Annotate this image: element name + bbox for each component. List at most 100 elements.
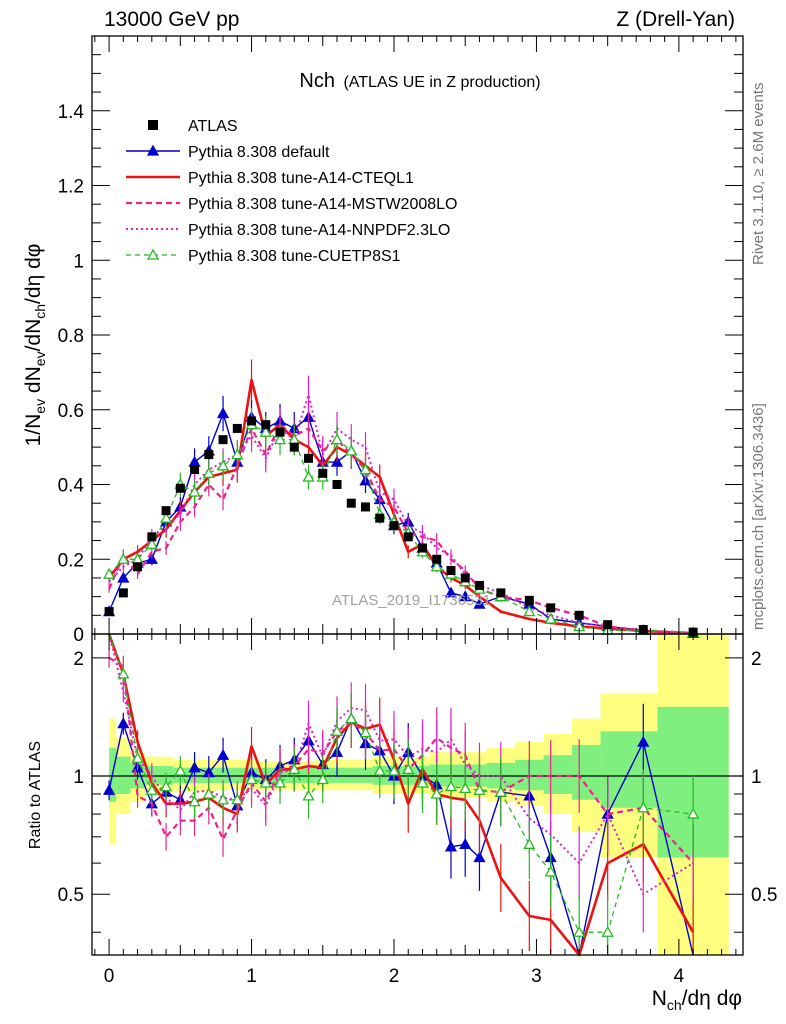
- line-cteql1: [108, 378, 694, 635]
- ratio-point-cuetp8s1: [216, 793, 230, 805]
- point-atlas: [247, 416, 257, 426]
- point-cuetp8s1: [359, 463, 372, 475]
- point-atlas: [432, 554, 442, 564]
- point-atlas: [496, 588, 506, 598]
- ratio-uncertainty-bands: [92, 634, 743, 955]
- ratio-point-default: [459, 837, 472, 849]
- plot-title: Nch (ATLAS UE in Z production): [299, 70, 540, 92]
- ratio-point-cuetp8s1: [573, 925, 586, 937]
- y-tick-label: 0: [73, 625, 84, 646]
- y-tick-label: 1.4: [58, 102, 85, 123]
- point-atlas: [574, 610, 584, 620]
- ratio-point-cuetp8s1: [544, 865, 557, 877]
- ratio-y-tick-label-right: 2: [751, 649, 762, 670]
- point-atlas: [261, 420, 271, 430]
- ratio-point-cuetp8s1: [473, 783, 486, 795]
- x-tick-label: 1: [246, 966, 257, 987]
- ratio-frame: [91, 633, 744, 956]
- point-atlas: [417, 543, 427, 553]
- point-atlas: [638, 625, 648, 635]
- point-cuetp8s1: [202, 466, 215, 478]
- legend-item-cteql1: Pythia 8.308 tune-A14-CTEQL1: [126, 170, 414, 187]
- ratio-point-cuetp8s1: [145, 783, 158, 795]
- ratio-point-cuetp8s1: [359, 726, 372, 738]
- point-atlas: [133, 562, 143, 572]
- point-cuetp8s1: [273, 433, 287, 445]
- line-cuetp8s1: [108, 424, 694, 634]
- plot-title-sub: (ATLAS UE in Z production): [343, 74, 540, 91]
- y-tick-label: 0.8: [58, 326, 84, 347]
- ratio-point-cuetp8s1: [259, 776, 272, 788]
- ratio-line-cuetp8s1: [108, 633, 694, 933]
- ratio-line-nnpdf: [108, 633, 694, 896]
- header-left: 13000 GeV pp: [104, 8, 239, 31]
- point-cuetp8s1: [523, 605, 536, 617]
- point-default: [117, 571, 130, 583]
- band-inner-1: [116, 756, 131, 794]
- point-atlas: [318, 468, 328, 478]
- ratio-point-cuetp8s1: [316, 773, 329, 785]
- point-cuetp8s1: [159, 511, 173, 523]
- ratio-point-cuetp8s1: [159, 780, 173, 792]
- line-nnpdf: [108, 393, 694, 634]
- axes: 0 1 2 3 4 0 0.2 0.4 0.6 0.8 1 1.2 1.4 0.5 0.5 1 1 2 2: [58, 35, 777, 987]
- y-tick-label: 1: [73, 251, 84, 272]
- ratio-y-tick-label-right: 0.5: [751, 885, 777, 906]
- legend-marker-atlas: [148, 120, 158, 130]
- legend-label-cteql1: Pythia 8.308 tune-A14-CTEQL1: [188, 170, 414, 187]
- point-atlas: [460, 573, 470, 583]
- point-default: [188, 455, 201, 467]
- ratio-point-cuetp8s1: [402, 762, 415, 774]
- y-tick-label: 1.2: [58, 177, 84, 198]
- ratio-point-cuetp8s1: [174, 764, 187, 776]
- ratio-series: [102, 633, 700, 957]
- point-atlas: [332, 480, 342, 489]
- ratio-point-cuetp8s1: [387, 764, 401, 776]
- x-tick-label: 0: [104, 966, 115, 987]
- point-cuetp8s1: [345, 444, 358, 456]
- legend: ATLAS Pythia 8.308 default Pythia 8.308 tu…: [126, 118, 457, 265]
- ratio-point-cuetp8s1: [523, 837, 536, 849]
- point-atlas: [118, 588, 128, 598]
- legend-label-atlas: ATLAS: [188, 118, 238, 135]
- ratio-point-cuetp8s1: [117, 667, 130, 679]
- x-tick-label: 4: [674, 966, 685, 987]
- main-series: [102, 359, 700, 638]
- legend-item-cuetp8s1: Pythia 8.308 tune-CUETP8S1: [126, 248, 401, 265]
- ratio-point-cuetp8s1: [188, 795, 201, 807]
- point-atlas: [289, 442, 299, 452]
- side-label-rivet: Rivet 3.1.10, ≥ 2.6M events: [750, 83, 767, 266]
- legend-item-atlas: ATLAS: [148, 118, 238, 135]
- header-right: Z (Drell-Yan): [616, 8, 735, 31]
- point-cuetp8s1: [231, 448, 244, 460]
- point-cuetp8s1: [216, 459, 230, 471]
- legend-label-default: Pythia 8.308 default: [188, 144, 330, 161]
- point-atlas: [275, 427, 285, 437]
- point-atlas: [375, 513, 385, 523]
- ratio-line-default: [108, 717, 694, 956]
- band-inner-12: [543, 755, 573, 794]
- point-atlas: [474, 580, 484, 590]
- legend-item-mstw: Pythia 8.308 tune-A14-MSTW2008LO: [126, 196, 457, 213]
- ratio-point-cuetp8s1: [416, 776, 429, 788]
- ratio-point-cuetp8s1: [330, 724, 344, 736]
- point-cuetp8s1: [102, 567, 116, 579]
- band-inner-13: [572, 744, 601, 800]
- point-cuetp8s1: [117, 552, 130, 564]
- point-default: [444, 586, 458, 598]
- point-default: [459, 590, 472, 602]
- ratio-point-cuetp8s1: [687, 807, 700, 819]
- ratio-series-cuetp8s1: [108, 633, 700, 955]
- point-default: [473, 597, 486, 609]
- point-cuetp8s1: [188, 485, 201, 497]
- legend-item-default: Pythia 8.308 default: [126, 144, 330, 161]
- point-atlas: [147, 532, 157, 542]
- ratio-point-cuetp8s1: [273, 776, 287, 788]
- point-atlas: [232, 423, 242, 433]
- point-cuetp8s1: [302, 470, 315, 482]
- ratio-point-default: [188, 761, 201, 773]
- point-default: [145, 552, 158, 564]
- ratio-point-cuetp8s1: [245, 773, 258, 785]
- point-atlas: [361, 502, 371, 512]
